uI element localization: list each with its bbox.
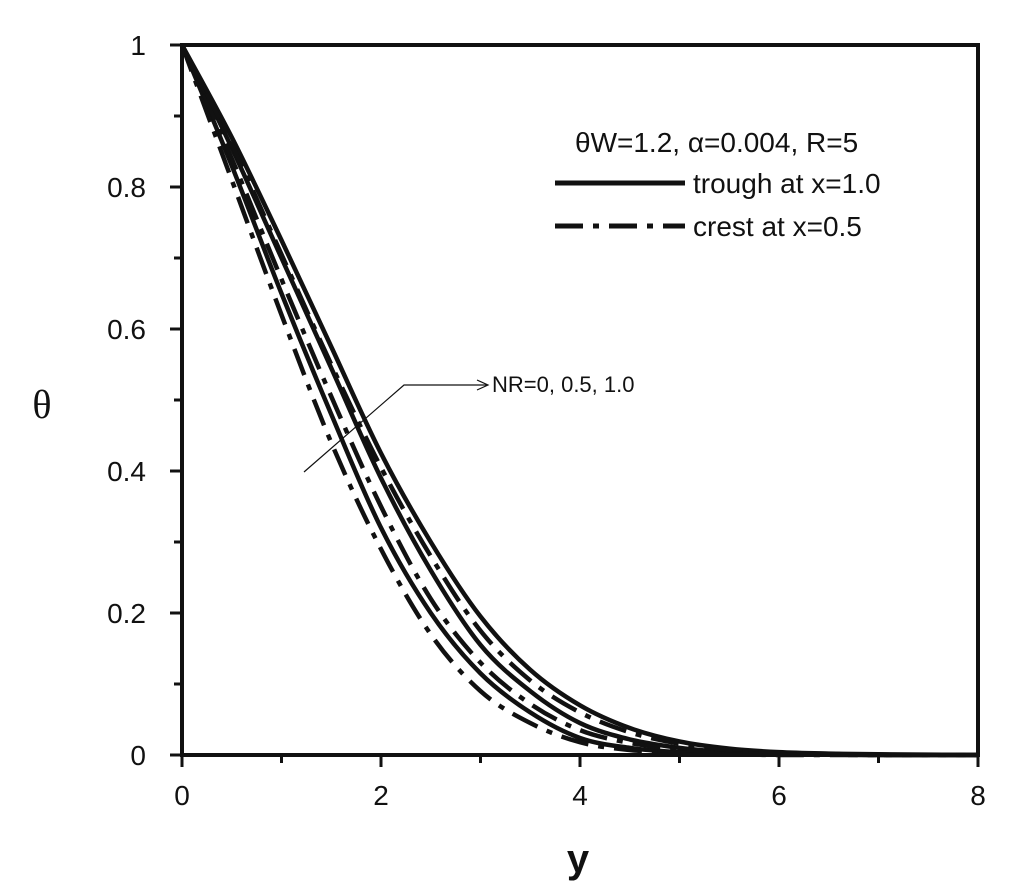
x-tick-label-6: 6	[771, 780, 787, 811]
y-tick-label-1: 1	[130, 30, 146, 61]
x-tick-label-4: 4	[572, 780, 588, 811]
x-axis-title: y	[567, 837, 590, 881]
y-tick-label-0.8: 0.8	[107, 172, 146, 203]
legend-header-text: θW=1.2, α=0.004, R=5	[575, 127, 858, 158]
legend-entry-crest: crest at x=0.5	[693, 211, 862, 242]
x-tick-label-2: 2	[373, 780, 389, 811]
y-tick-label-0: 0	[130, 740, 146, 771]
legend-entry-trough: trough at x=1.0	[693, 168, 881, 199]
series-crest-curve-2	[179, 43, 979, 758]
annotation: NR=0, 0.5, 1.0	[303, 372, 634, 473]
annotation-arrow-line	[303, 384, 487, 473]
annotation-arrow-head	[476, 379, 490, 391]
x-tick-label-8: 8	[970, 780, 986, 811]
y-tick-label-0.4: 0.4	[107, 456, 146, 487]
y-tick-label-0.2: 0.2	[107, 598, 146, 629]
ticks-layer: 0 2 4 6 8 0 0.2 0.4 0.6 0.8 1	[107, 30, 986, 811]
y-tick-label-0.6: 0.6	[107, 314, 146, 345]
y-axis-title: θ	[32, 382, 51, 427]
series-crest-curve-1	[179, 44, 979, 758]
legend: θW=1.2, α=0.004, R=5 trough at x=1.0 cre…	[555, 127, 881, 242]
annotation-label: NR=0, 0.5, 1.0	[492, 372, 634, 397]
x-tick-label-0: 0	[174, 780, 190, 811]
legend-header: θW=1.2, α=0.004, R=5	[575, 127, 858, 158]
